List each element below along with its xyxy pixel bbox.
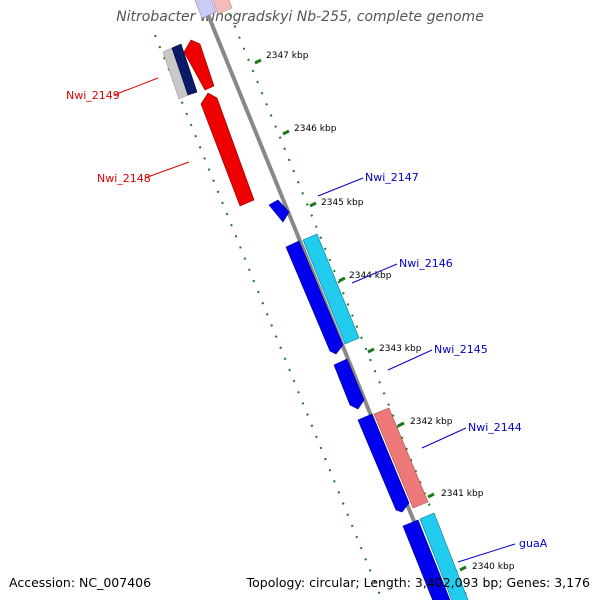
major-tick-2346 xyxy=(282,129,290,136)
leader-guaa xyxy=(457,543,516,563)
scale-label-2346: 2346 kbp xyxy=(294,124,337,134)
cds-2146-alt[interactable] xyxy=(302,233,360,345)
major-ticks xyxy=(254,58,467,572)
leader-nwi-2147 xyxy=(317,177,364,197)
cds-nwi-2148[interactable] xyxy=(200,92,255,207)
gene-label-guaa[interactable]: guaA xyxy=(519,537,548,550)
leader-nwi-2146 xyxy=(351,263,398,284)
scale-label-2342: 2342 kbp xyxy=(410,417,453,427)
cds-nwi-2149[interactable] xyxy=(183,39,215,91)
cds-dark[interactable] xyxy=(171,43,198,96)
scale-label-2340: 2340 kbp xyxy=(472,562,515,572)
cds-top-reverse[interactable] xyxy=(207,0,233,15)
scale-label-2341: 2341 kbp xyxy=(441,489,484,499)
cds-guaa-alt[interactable] xyxy=(419,512,470,600)
gene-label-nwi-2148[interactable]: Nwi_2148 xyxy=(97,172,151,185)
gene-label-nwi-2146[interactable]: Nwi_2146 xyxy=(399,257,453,270)
major-tick-2340 xyxy=(459,565,467,572)
major-tick-2341 xyxy=(427,492,435,499)
cds-nwi-2146[interactable] xyxy=(285,240,344,355)
scale-label-2344: 2344 kbp xyxy=(349,271,392,281)
major-tick-2347 xyxy=(254,58,262,65)
leader-nwi-2149 xyxy=(113,77,159,96)
topology-text: Topology: circular; Length: 3,402,093 bp… xyxy=(246,575,590,590)
cds-nwi-2144[interactable] xyxy=(357,413,410,513)
gene-label-nwi-2147[interactable]: Nwi_2147 xyxy=(365,171,419,184)
cds-nwi-2147[interactable] xyxy=(268,199,290,223)
cds-nwi-2145[interactable] xyxy=(333,358,365,410)
leader-nwi-2148 xyxy=(144,161,190,179)
gene-label-nwi-2145[interactable]: Nwi_2145 xyxy=(434,343,488,356)
leader-nwi-2144 xyxy=(421,427,467,449)
major-tick-2345 xyxy=(309,201,317,208)
features xyxy=(162,0,470,600)
scale-label-2345: 2345 kbp xyxy=(321,198,364,208)
gene-label-nwi-2149[interactable]: Nwi_2149 xyxy=(66,89,120,102)
scale-label-2347: 2347 kbp xyxy=(266,51,309,61)
cds-guaa[interactable] xyxy=(402,519,452,600)
cds-2144-alt[interactable] xyxy=(373,407,429,509)
cds-top-forward[interactable] xyxy=(191,0,217,19)
gene-label-nwi-2144[interactable]: Nwi_2144 xyxy=(468,421,522,434)
accession-text: Accession: NC_007406 xyxy=(9,575,152,590)
scale-label-2343: 2343 kbp xyxy=(379,344,422,354)
major-tick-2344 xyxy=(338,276,346,283)
leader-nwi-2145 xyxy=(387,349,433,371)
major-tick-2343 xyxy=(367,347,375,354)
major-tick-2342 xyxy=(397,421,405,428)
